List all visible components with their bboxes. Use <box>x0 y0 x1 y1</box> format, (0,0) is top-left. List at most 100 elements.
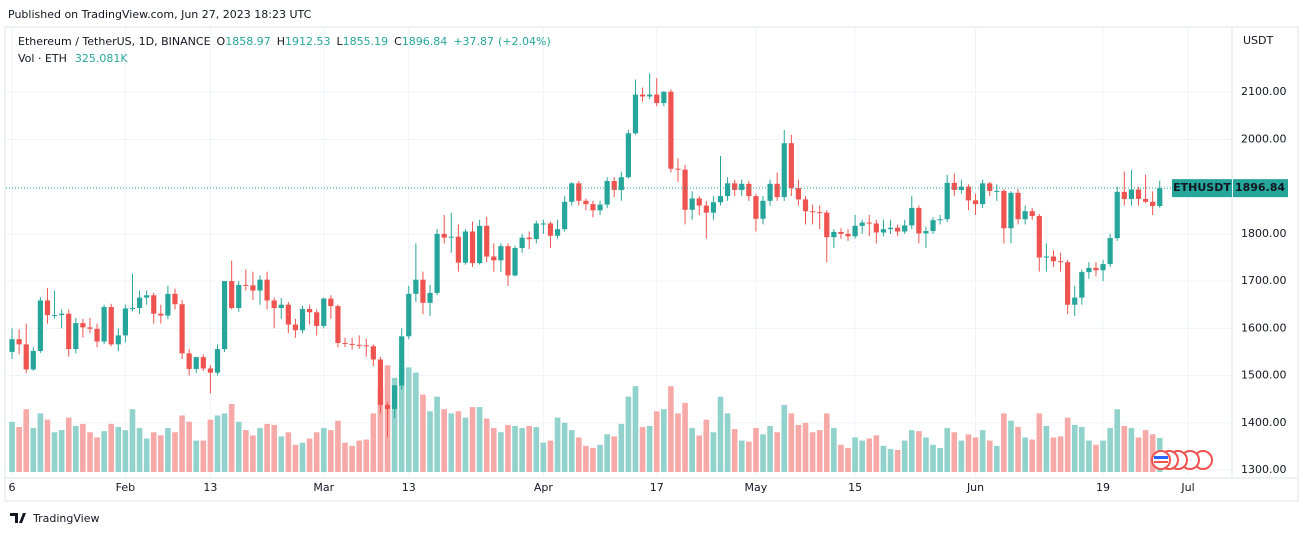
candle-body <box>370 346 376 360</box>
candle-body <box>477 225 483 264</box>
change-pct: (+2.04%) <box>498 35 551 48</box>
volume-bar <box>44 419 51 472</box>
volume-bar <box>1036 413 1043 472</box>
candle-body <box>129 308 136 310</box>
volume-bar <box>1114 409 1121 472</box>
candle-body <box>540 223 546 225</box>
candle-body <box>1128 189 1134 199</box>
candle-body <box>94 328 100 342</box>
candle-body <box>314 312 320 326</box>
volume-bar <box>58 430 65 472</box>
candle-body <box>590 204 596 211</box>
candle-body <box>562 201 568 230</box>
candle-body <box>356 344 362 346</box>
volume-bar <box>838 444 844 472</box>
volume-bar <box>214 415 221 472</box>
volume-bar <box>887 448 894 472</box>
volume-bar <box>342 442 348 472</box>
volume-bar <box>668 386 674 472</box>
candle-body <box>406 293 412 337</box>
candle-body <box>491 256 497 261</box>
x-tick-label: Jun <box>966 481 984 494</box>
volume-bar <box>73 425 79 472</box>
volume-bar <box>143 438 150 472</box>
volume-bar <box>1057 436 1064 472</box>
candle-body <box>1036 215 1042 258</box>
volume-bar <box>1043 425 1050 472</box>
volume-bar <box>1050 437 1057 472</box>
candle-body <box>781 143 787 198</box>
volume-bar <box>526 425 533 472</box>
volume-bar <box>264 423 270 472</box>
volume-bar <box>731 429 738 472</box>
volume-bar <box>427 411 433 472</box>
volume-bar <box>87 432 93 472</box>
volume-bar <box>604 434 610 472</box>
volume-bar <box>576 437 582 472</box>
ohlc-label: C <box>394 35 402 48</box>
volume-bar <box>639 427 646 472</box>
volume-bar <box>823 413 830 472</box>
candle-body <box>214 349 221 373</box>
volume-bar <box>37 413 44 472</box>
volume-bar <box>186 421 192 472</box>
candle-body <box>526 237 532 240</box>
volume-bar <box>9 421 15 472</box>
candle-body <box>200 357 206 369</box>
candle-body <box>583 200 589 205</box>
candle-body <box>951 182 957 190</box>
volume-bar <box>519 428 525 472</box>
candle-body <box>1022 211 1028 220</box>
candle-body <box>512 248 518 276</box>
volume-bar <box>937 447 943 472</box>
volume-bar <box>965 434 972 472</box>
volume-bar <box>1022 437 1028 472</box>
candle-body <box>59 313 65 316</box>
labels: 1300.00 1400.00 1500.00 1600.00 1700.00 1800.… <box>6 85 1288 494</box>
candle-body <box>604 180 610 205</box>
candle-body <box>824 212 830 238</box>
candle-body <box>902 225 908 232</box>
volume-bar <box>540 442 547 472</box>
candle-body <box>817 212 823 214</box>
candle-body <box>1114 191 1120 239</box>
candle-body <box>136 297 143 309</box>
volume-bar <box>1008 420 1014 472</box>
volume-bar <box>1029 439 1036 472</box>
candle-body <box>639 94 646 97</box>
candle-body <box>505 246 511 276</box>
volume-bar <box>94 437 100 472</box>
volume-bar <box>271 424 277 472</box>
candle-body <box>519 237 525 249</box>
volume-bar <box>568 430 575 472</box>
candle-body <box>1050 256 1057 262</box>
candle-body <box>306 308 313 313</box>
candle-body <box>392 385 398 410</box>
candle-body <box>895 227 901 232</box>
volume-bar <box>243 430 249 472</box>
x-tick-label: 13 <box>402 481 416 494</box>
y-tick-label: 1600.00 <box>1241 321 1287 334</box>
volume-bar <box>455 411 462 472</box>
event-icons <box>1151 450 1213 470</box>
volume-bar <box>1128 428 1135 472</box>
candle-body <box>710 202 717 213</box>
volume-bar <box>554 417 561 472</box>
candle-body <box>930 220 936 232</box>
candle-body <box>916 207 922 234</box>
candle-body <box>1001 190 1007 229</box>
volume-bar <box>809 432 816 472</box>
volume-bar <box>583 445 589 472</box>
candle-body <box>179 304 185 354</box>
volume-bar <box>257 428 263 472</box>
volume-bar <box>880 445 887 472</box>
volume-label: Vol · ETH <box>18 52 67 65</box>
candle-body <box>795 188 802 200</box>
candle-body <box>831 231 837 238</box>
volume-bar <box>979 430 986 472</box>
event-flag <box>1154 461 1168 463</box>
volume-bar <box>781 405 788 472</box>
candle-body <box>661 91 667 104</box>
volume-bar <box>746 441 752 472</box>
